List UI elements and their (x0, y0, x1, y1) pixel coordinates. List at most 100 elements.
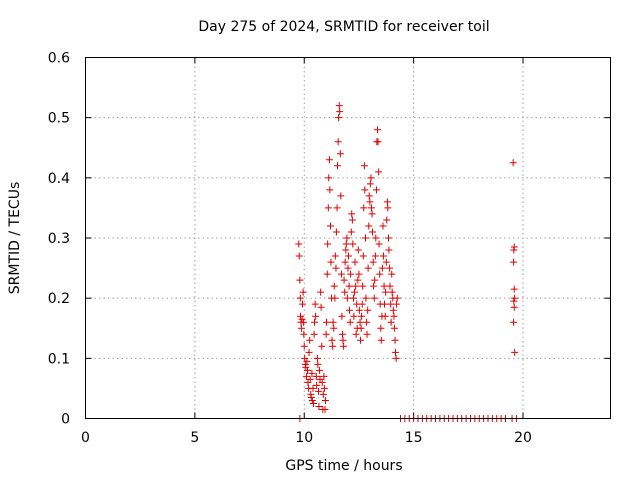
data-point (342, 240, 350, 248)
data-point (344, 252, 352, 260)
y-tick-label: 0 (61, 412, 70, 428)
data-point (378, 264, 386, 272)
data-point (311, 318, 319, 326)
x-tick-label: 0 (81, 430, 90, 446)
data-point (343, 234, 351, 242)
data-point (355, 270, 363, 278)
data-point (371, 276, 379, 284)
data-point (300, 330, 308, 338)
y-tick-label: 0.1 (48, 351, 70, 367)
data-point (336, 150, 344, 158)
x-tick-label: 20 (514, 430, 532, 446)
data-point (339, 336, 347, 344)
chart-title: Day 275 of 2024, SRMTID for receiver toi… (198, 19, 489, 35)
data-point (334, 138, 342, 146)
data-point (372, 234, 380, 242)
data-point (343, 294, 351, 302)
data-points (295, 102, 520, 422)
x-tick-label: 5 (190, 430, 199, 446)
data-point (374, 126, 382, 134)
data-point (364, 306, 372, 314)
data-point (510, 303, 518, 311)
data-point (386, 282, 394, 290)
y-tick-label: 0.4 (48, 171, 70, 187)
data-point (363, 318, 371, 326)
data-point (302, 372, 310, 380)
y-tick-label: 0.3 (48, 231, 70, 247)
data-point (338, 312, 346, 320)
data-point (327, 258, 335, 266)
data-point (393, 300, 401, 308)
data-point (384, 234, 392, 242)
data-point (333, 204, 341, 212)
data-point (390, 312, 398, 320)
data-point (355, 306, 363, 314)
data-point (317, 288, 325, 296)
data-point (348, 216, 356, 224)
data-point (321, 396, 329, 404)
data-point (358, 312, 366, 320)
data-point (308, 396, 316, 404)
x-tick-label: 15 (405, 430, 423, 446)
data-point (321, 405, 329, 413)
data-point (330, 324, 338, 332)
data-point (309, 384, 317, 392)
data-point (332, 228, 340, 236)
data-point (318, 378, 326, 386)
data-point (312, 372, 320, 380)
data-point (383, 216, 391, 224)
data-point (342, 246, 350, 254)
data-point (382, 258, 390, 266)
data-point (306, 375, 314, 383)
data-point (324, 240, 332, 248)
data-point (374, 138, 382, 146)
data-point (361, 186, 369, 194)
x-axis-label: GPS time / hours (285, 458, 402, 474)
data-point (330, 282, 338, 290)
data-point (345, 282, 353, 290)
data-point (383, 198, 391, 206)
data-point (510, 318, 518, 326)
data-point (334, 162, 341, 170)
data-point (350, 312, 358, 320)
data-point (391, 348, 399, 356)
data-point (337, 270, 345, 278)
data-point (362, 294, 370, 302)
data-point (296, 276, 304, 284)
data-point (297, 312, 305, 320)
data-point (356, 318, 364, 326)
data-point (391, 336, 399, 344)
data-point (314, 387, 322, 395)
data-point (337, 192, 345, 200)
data-point (375, 240, 383, 248)
data-point (295, 240, 303, 248)
data-point (381, 300, 389, 308)
data-point (309, 399, 317, 407)
data-point (384, 204, 392, 212)
data-point (358, 300, 366, 308)
data-point (364, 264, 372, 272)
data-point (392, 354, 400, 362)
data-point (377, 336, 385, 344)
data-point (351, 258, 359, 266)
data-point (313, 381, 321, 389)
data-point (371, 252, 379, 260)
data-point (307, 393, 315, 401)
data-point (360, 204, 368, 212)
data-point (351, 288, 359, 296)
data-point (363, 330, 371, 338)
data-point (340, 342, 348, 350)
data-point (295, 252, 303, 260)
data-point (359, 282, 367, 290)
data-point (296, 294, 304, 302)
data-point (347, 270, 355, 278)
x-tick-labels: 0 5 10 15 20 (81, 430, 532, 446)
data-point (346, 306, 354, 314)
data-point (366, 180, 374, 188)
data-point (360, 162, 368, 170)
data-point (372, 186, 380, 194)
data-point (388, 288, 396, 296)
x-tick-label: 10 (295, 430, 313, 446)
data-point (319, 390, 327, 398)
